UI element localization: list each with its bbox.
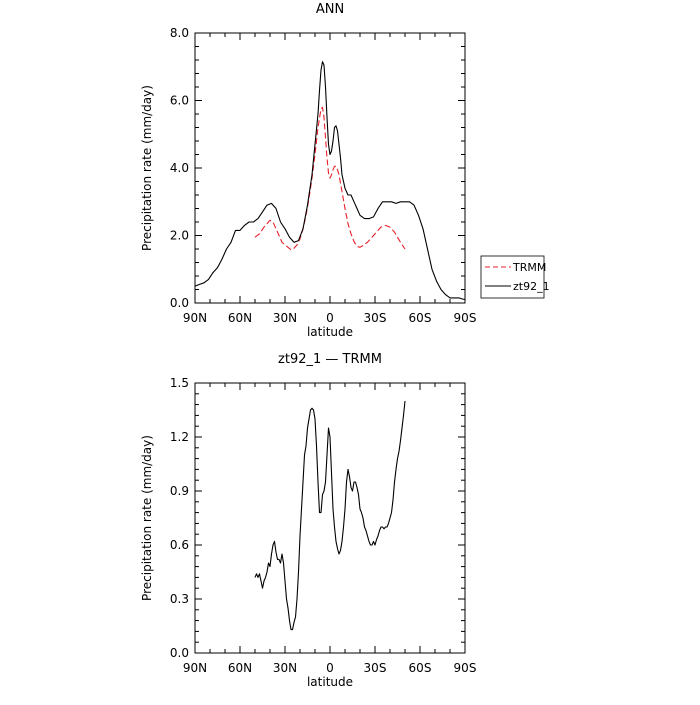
y-tick-label: 0.6 bbox=[170, 538, 189, 552]
x-tick-label: 90N bbox=[183, 311, 207, 325]
legend-box bbox=[480, 255, 545, 299]
y-tick-label: 0.0 bbox=[170, 646, 189, 660]
x-tick-label: 90S bbox=[454, 661, 477, 675]
legend: TRMM zt92_1 bbox=[480, 255, 550, 299]
panel-annual-precip: 90N 60N 30N 0 30S 60S 90S 0.0 2.0 4.0 6.0 8.0 ANN lat… bbox=[140, 2, 476, 339]
y-tick-label: 0.0 bbox=[170, 296, 189, 310]
series-line-difference bbox=[254, 400, 406, 631]
series-line-zt92-1 bbox=[194, 61, 466, 301]
y-axis-label: Precipitation rate (mm/day) bbox=[140, 85, 154, 251]
x-tick-label: 0 bbox=[326, 311, 334, 325]
y-tick-label: 6.0 bbox=[170, 94, 189, 108]
y-tick-label: 1.5 bbox=[170, 376, 189, 390]
legend-label: zt92_1 bbox=[513, 280, 550, 293]
panel-difference: 90N 60N 30N 0 30S 60S 90S 0.0 0.3 0.6 0.9 1.2 1.5 zt9… bbox=[140, 352, 476, 689]
y-tick-label: 0.3 bbox=[170, 592, 189, 606]
x-axis-label: latitude bbox=[307, 325, 353, 339]
y-tick-label: 2.0 bbox=[170, 229, 189, 243]
x-tick-label: 90N bbox=[183, 661, 207, 675]
x-tick-label: 60N bbox=[228, 311, 252, 325]
chart-title: ANN bbox=[316, 2, 344, 17]
x-tick-label: 30S bbox=[364, 661, 387, 675]
legend-label: TRMM bbox=[512, 261, 546, 274]
x-tick-label: 60S bbox=[409, 661, 432, 675]
x-axis-label: latitude bbox=[307, 675, 353, 689]
y-tick-label: 1.2 bbox=[170, 430, 189, 444]
plot-frame bbox=[194, 32, 466, 304]
x-tick-label: 30N bbox=[273, 661, 297, 675]
y-tick-label: 0.9 bbox=[170, 484, 189, 498]
x-tick-label: 60N bbox=[228, 661, 252, 675]
x-tick-label: 30N bbox=[273, 311, 297, 325]
x-tick-label: 30S bbox=[364, 311, 387, 325]
y-axis-label: Precipitation rate (mm/day) bbox=[140, 435, 154, 601]
series-line-trmm bbox=[254, 106, 406, 251]
x-tick-label: 0 bbox=[326, 661, 334, 675]
plot-frame bbox=[194, 382, 466, 654]
y-tick-label: 8.0 bbox=[170, 26, 189, 40]
x-tick-label: 90S bbox=[454, 311, 477, 325]
y-tick-label: 4.0 bbox=[170, 161, 189, 175]
chart-title: zt92_1 — TRMM bbox=[278, 352, 382, 367]
x-tick-label: 60S bbox=[409, 311, 432, 325]
